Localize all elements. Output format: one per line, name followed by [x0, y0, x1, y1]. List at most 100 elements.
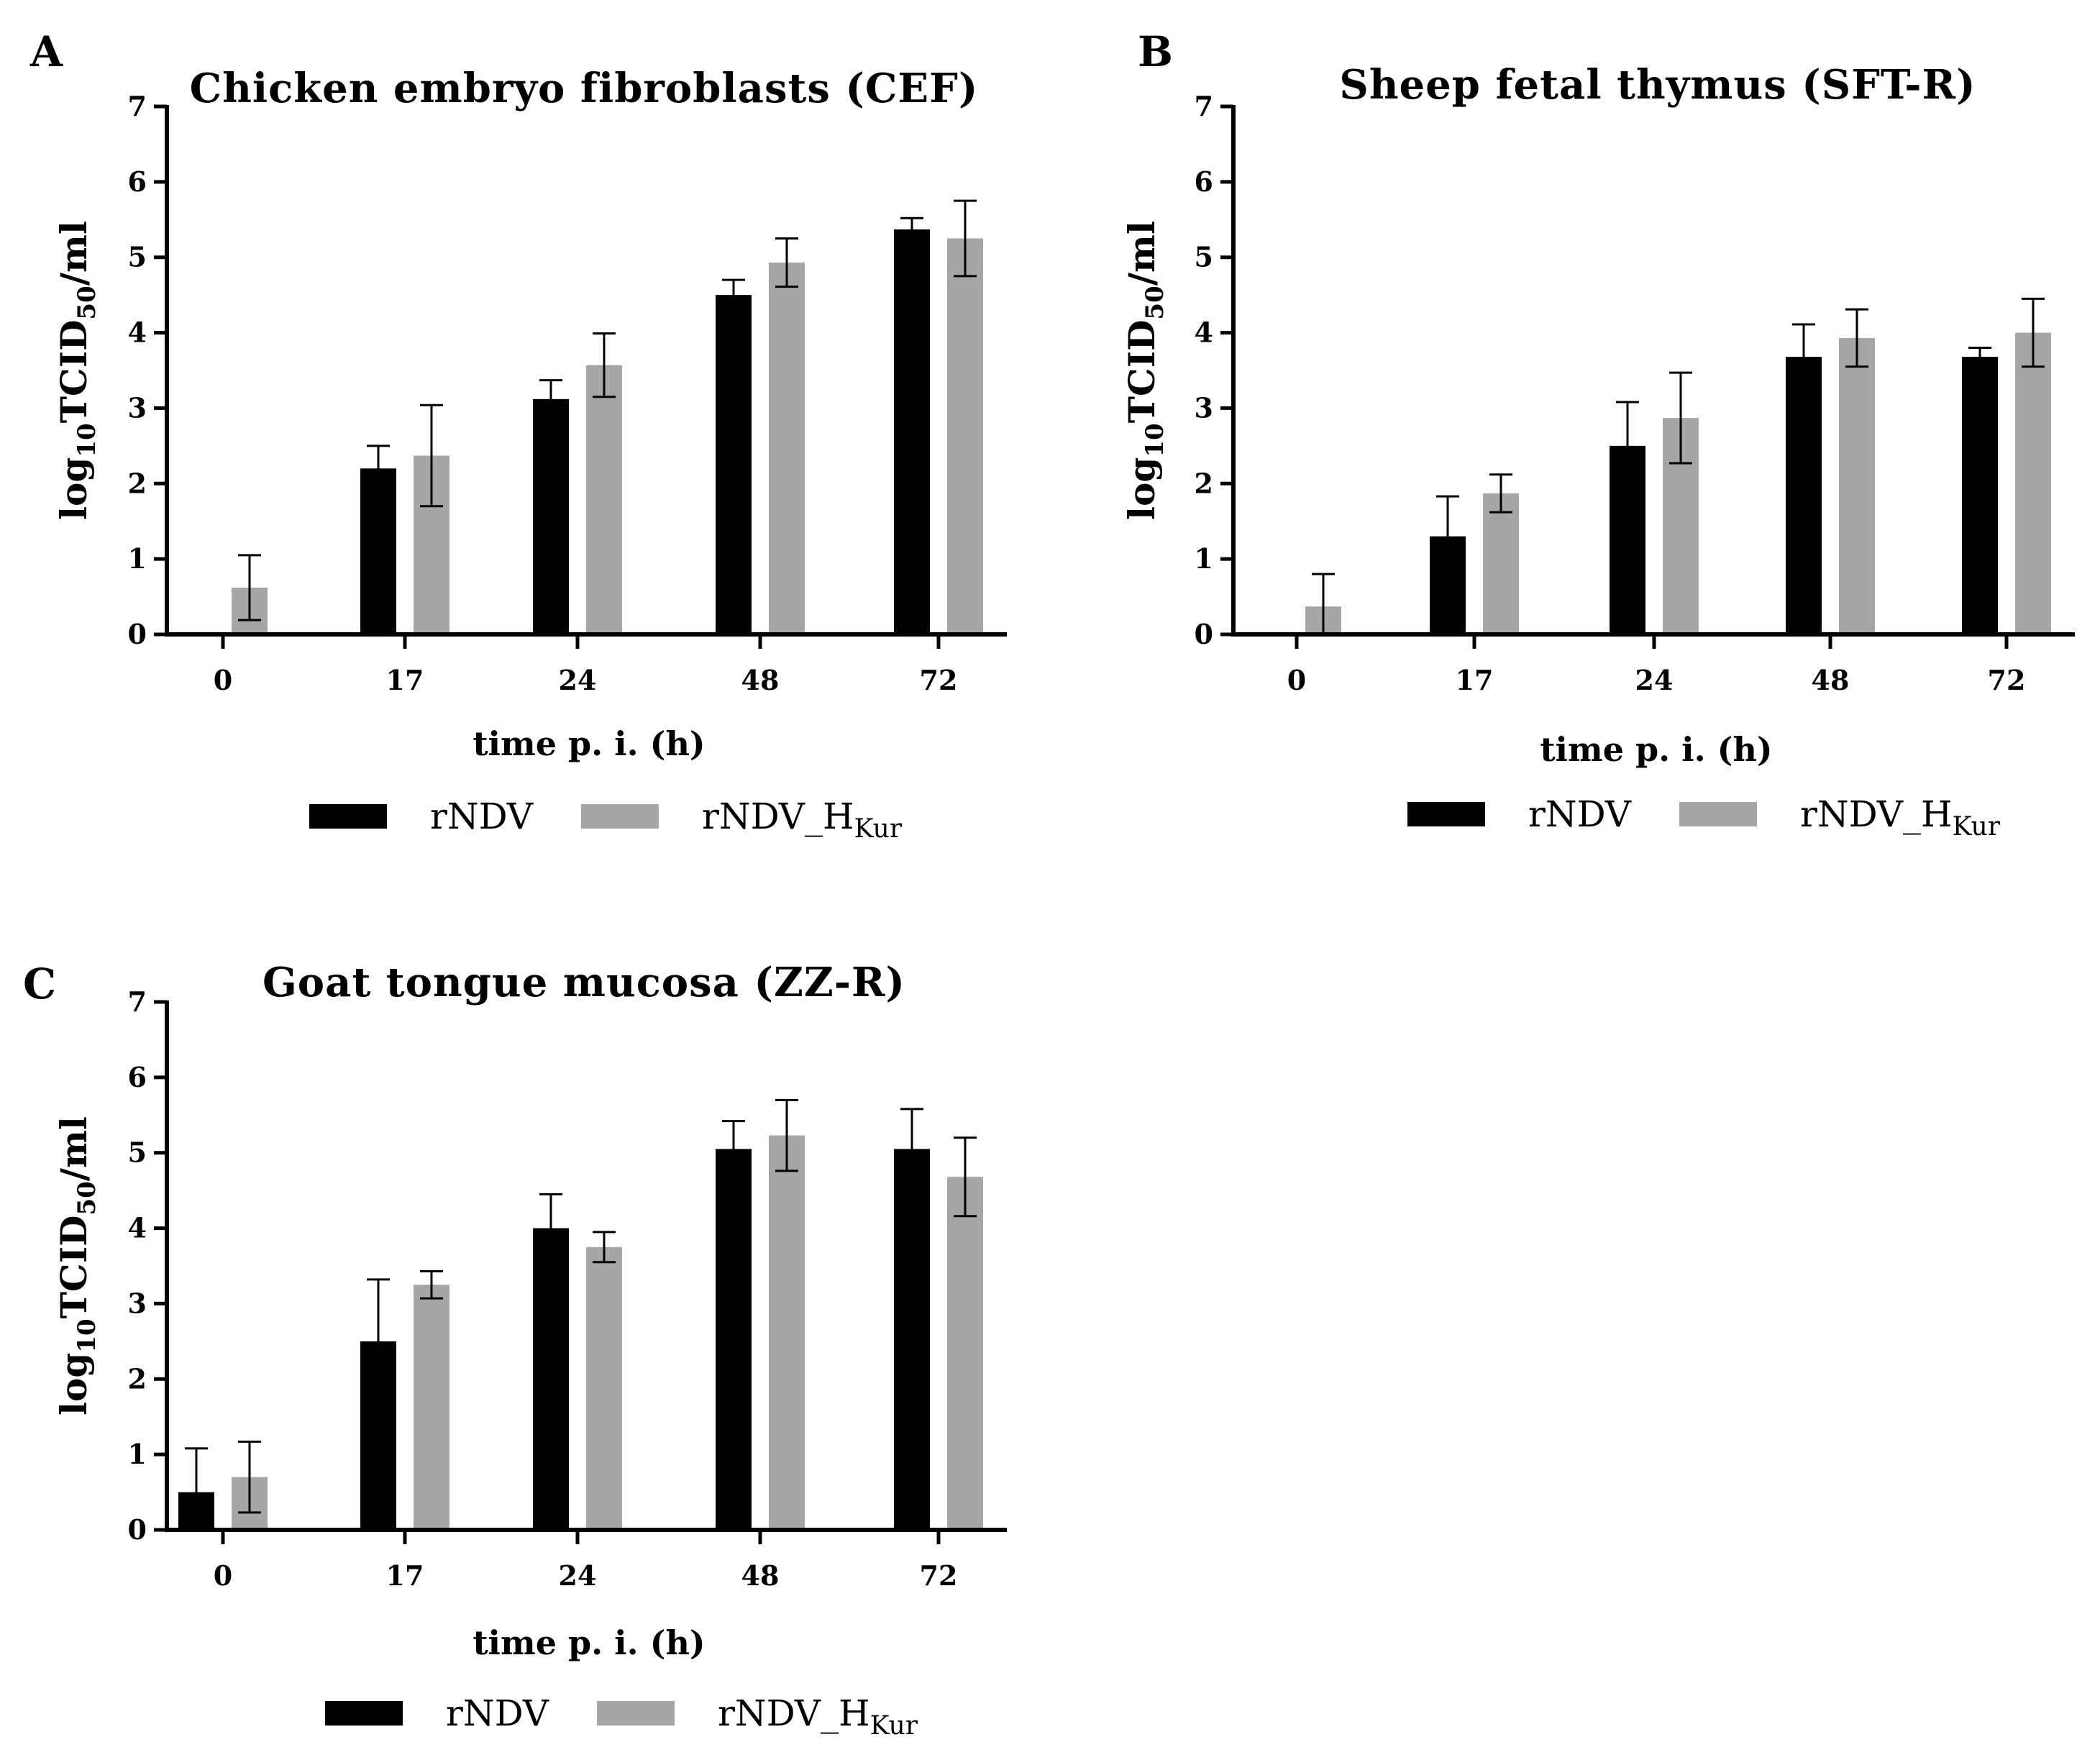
- x-tick-label: 48: [741, 1559, 780, 1592]
- y-tick-label: 0: [128, 618, 147, 650]
- y-tick-label: 1: [1195, 542, 1213, 575]
- y-tick-label: 2: [128, 467, 147, 499]
- x-tick-label: 72: [920, 664, 958, 696]
- y-tick-label: 5: [1195, 241, 1213, 273]
- legend-label-base: rNDV: [446, 1692, 549, 1734]
- bar-rNDV-24: [533, 1228, 569, 1530]
- legend-label-base: rNDV_H: [718, 1692, 870, 1734]
- x-axis-label: time p. i. (h): [472, 1623, 705, 1662]
- y-tick-label: 0: [128, 1513, 147, 1546]
- error-bar-rNDV-17: [367, 1278, 390, 1405]
- error-bar-rNDV-72: [1968, 347, 1991, 368]
- y-tick-label: 1: [128, 542, 147, 575]
- y-tick-label: 7: [128, 985, 147, 1018]
- bar-rNDV-48: [716, 1149, 752, 1530]
- y-label-subscript: 10: [73, 1318, 101, 1352]
- legend-entry-rNDV_HKur: rNDV_HKur: [581, 796, 903, 844]
- error-bar-rNDV_HKur-24: [593, 1231, 616, 1264]
- y-label-subscript: 50: [1141, 286, 1169, 319]
- y-tick-label: 4: [128, 316, 147, 349]
- legend-swatch: [1679, 802, 1757, 826]
- chart-title: Chicken embryo fibroblasts (CEF): [190, 65, 979, 112]
- y-label-subscript: 50: [73, 286, 101, 319]
- bar-rNDV_HKur-72: [2015, 332, 2051, 634]
- y-tick-label: 0: [1195, 618, 1213, 650]
- bar-rNDV_HKur-72: [947, 238, 983, 634]
- legend-swatch: [309, 804, 387, 829]
- legend-label: rNDV_HKur: [702, 796, 903, 844]
- bar-rNDV-72: [894, 229, 930, 635]
- bar-rNDV-17: [360, 468, 396, 634]
- panel-B: B Sheep fetal thymus (SFT-R) 0 1 2 3 4 5 6 7 0 17 24…: [1120, 27, 2075, 842]
- y-label-subscript: 10: [1141, 423, 1169, 457]
- y-tick-label: 3: [1195, 391, 1213, 424]
- legend-label-base: rNDV: [430, 796, 534, 837]
- legend-label: rNDV_HKur: [1800, 793, 2001, 842]
- legend: rNDV rNDV_HKur: [309, 796, 903, 844]
- bar-rNDV-72: [1962, 357, 1998, 634]
- legend-entry-rNDV: rNDV: [1407, 793, 1632, 835]
- error-bar-rNDV_HKur-0: [238, 1440, 261, 1514]
- y-tick-label: 4: [1195, 316, 1213, 349]
- legend-label: rNDV: [1528, 793, 1632, 835]
- y-label-subscript: 10: [73, 423, 101, 457]
- x-axis-label: time p. i. (h): [472, 724, 705, 763]
- error-bar-rNDV_HKur-48: [775, 1098, 798, 1172]
- legend-label: rNDV_HKur: [718, 1692, 918, 1741]
- x-tick-label: 48: [1812, 664, 1850, 696]
- legend-label-subscript: Kur: [854, 814, 903, 844]
- error-bar-rNDV_HKur-72: [954, 1136, 977, 1218]
- y-tick-label: 1: [128, 1438, 147, 1470]
- error-bar-rNDV-48: [1792, 323, 1815, 391]
- x-tick-label: 0: [1287, 664, 1306, 696]
- y-label-mid: TCID: [1120, 320, 1163, 424]
- y-tick-label: 4: [128, 1212, 147, 1244]
- error-bar-rNDV-72: [900, 1108, 923, 1190]
- y-label-prefix: log: [52, 457, 95, 520]
- error-bar-rNDV_HKur-17: [1489, 473, 1512, 514]
- y-tick-label: 6: [128, 1061, 147, 1093]
- error-bar-rNDV-0: [185, 1447, 208, 1530]
- legend-label-base: rNDV_H: [702, 796, 854, 837]
- x-tick-label: 0: [214, 1559, 232, 1592]
- y-label-mid: TCID: [52, 1216, 95, 1319]
- error-bar-rNDV-24: [539, 379, 562, 419]
- y-label-prefix: log: [1120, 457, 1163, 520]
- x-tick-label: 17: [386, 664, 424, 696]
- legend-label: rNDV: [446, 1692, 549, 1734]
- panel-letter: A: [29, 27, 63, 76]
- y-axis-label: log10TCID50/ml: [1120, 221, 1169, 520]
- bar-rNDV_HKur-17: [414, 1285, 449, 1530]
- bar-rNDV_HKur-48: [1839, 337, 1875, 634]
- y-tick-label: 5: [128, 1136, 147, 1169]
- y-tick-label: 2: [128, 1362, 147, 1395]
- error-bar-rNDV-72: [900, 216, 923, 242]
- legend: rNDV rNDV_HKur: [325, 1692, 918, 1741]
- y-tick-label: 6: [1195, 165, 1213, 198]
- legend-label: rNDV: [430, 796, 534, 837]
- x-tick-label: 17: [386, 1559, 424, 1592]
- panel-letter: C: [23, 959, 56, 1008]
- x-axis-label: time p. i. (h): [1540, 730, 1772, 769]
- y-label-subscript: 50: [73, 1181, 101, 1215]
- legend-label-base: rNDV_H: [1800, 793, 1953, 835]
- legend-entry-rNDV_HKur: rNDV_HKur: [1679, 793, 2001, 842]
- error-bar-rNDV-17: [1436, 495, 1459, 578]
- y-label-mid: TCID: [52, 320, 95, 424]
- x-tick-label: 17: [1456, 664, 1494, 696]
- x-tick-label: 72: [1988, 664, 2026, 696]
- error-bar-rNDV_HKur-0: [238, 554, 261, 621]
- legend-label-subscript: Kur: [1953, 812, 2001, 842]
- y-tick-label: 6: [128, 165, 147, 198]
- error-bar-rNDV-24: [1616, 401, 1639, 491]
- y-tick-label: 3: [128, 1287, 147, 1319]
- legend-entry-rNDV: rNDV: [309, 796, 534, 837]
- legend-swatch: [325, 1701, 403, 1726]
- y-tick-label: 3: [128, 391, 147, 424]
- error-bar-rNDV_HKur-72: [2022, 297, 2045, 368]
- legend-entry-rNDV: rNDV: [325, 1692, 549, 1734]
- y-label-suffix: /ml: [1120, 221, 1163, 286]
- y-label-prefix: log: [52, 1353, 95, 1416]
- bar-rNDV_HKur-24: [586, 365, 622, 634]
